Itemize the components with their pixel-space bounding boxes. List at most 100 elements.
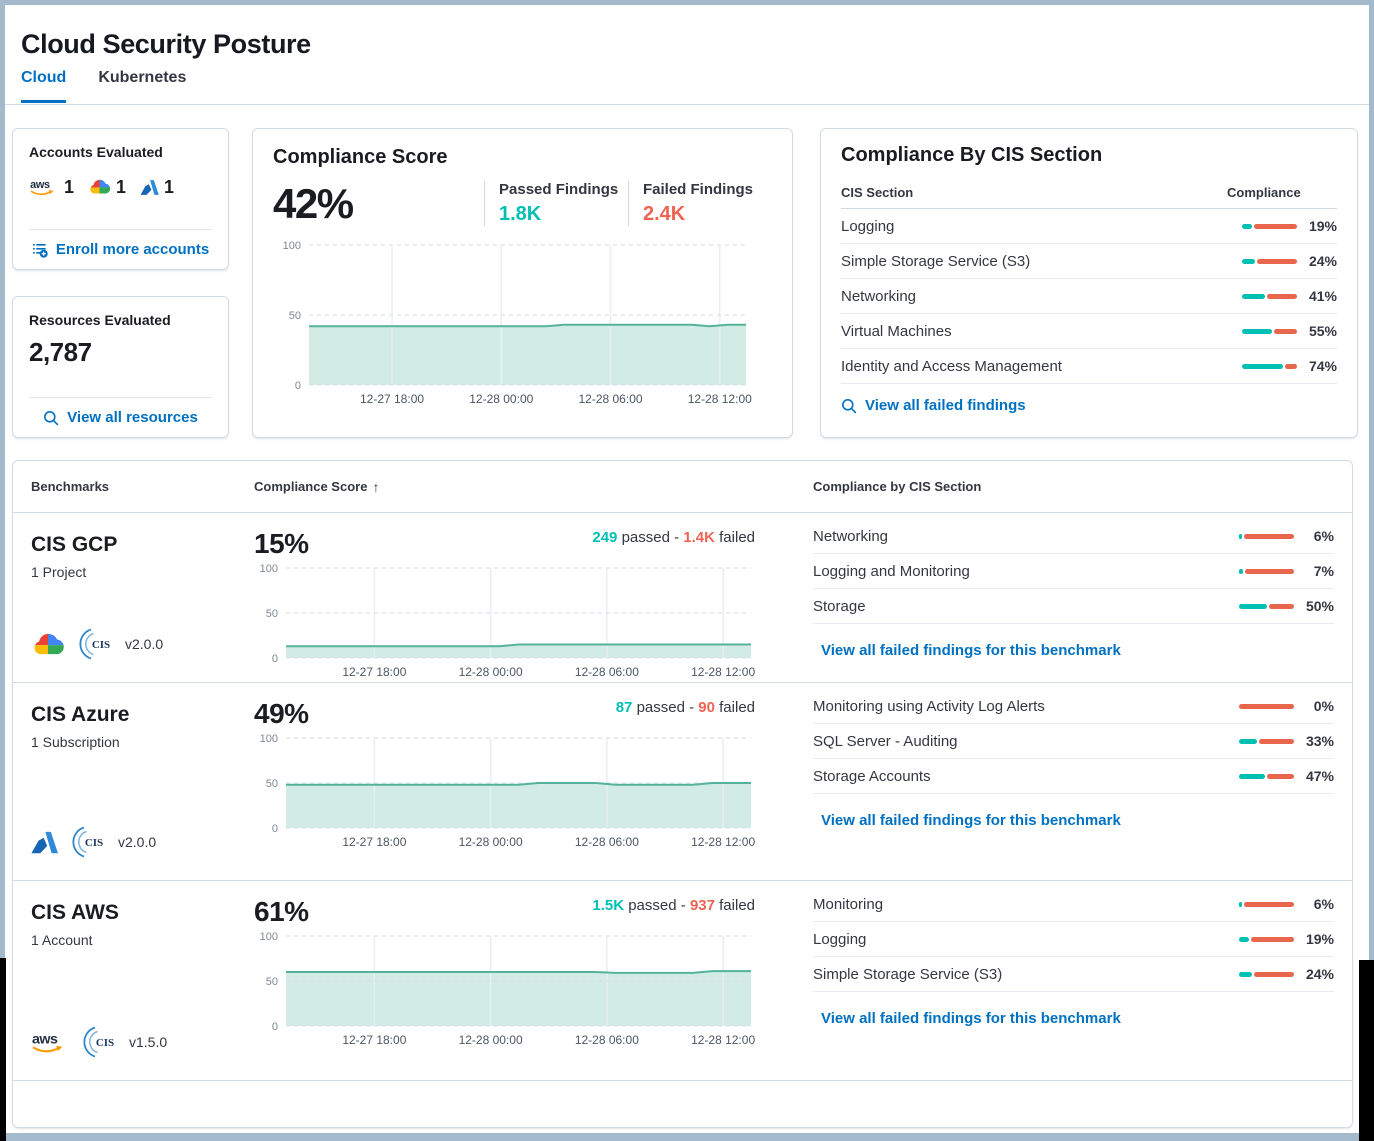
svg-text:12-27 18:00: 12-27 18:00 (342, 665, 406, 679)
benchmark-score-row: 49% 87 passed - 90 failed (254, 698, 813, 730)
benchmarks-table-header: Benchmarks Compliance Score ↑ Compliance… (13, 461, 1352, 513)
compliance-score-card: Compliance Score 42% Passed Findings 1.8… (252, 128, 793, 438)
enroll-more-accounts-link[interactable]: Enroll more accounts (32, 241, 209, 258)
benchmark-footer: View all failed findings for this benchm… (813, 637, 1334, 659)
compliance-percent: 0% (1313, 698, 1334, 714)
passed-word: passed (636, 699, 690, 716)
cis-section-row: Networking 41% (841, 279, 1337, 314)
compliance-percent: 41% (1308, 288, 1337, 304)
cis-section-row: Logging and Monitoring 7% (813, 554, 1334, 589)
aws-logo: aws (31, 1030, 69, 1055)
compliance-percent: 24% (1305, 966, 1334, 982)
svg-text:12-28 12:00: 12-28 12:00 (691, 1033, 755, 1047)
view-all-failed-findings-link[interactable]: View all failed findings (841, 397, 1026, 414)
provider-account-number: 1 (116, 176, 127, 197)
view-failed-findings-benchmark-label: View all failed findings for this benchm… (821, 641, 1121, 659)
cis-section-row: Simple Storage Service (S3) 24% (841, 244, 1337, 279)
cis-section-row: Storage 50% (813, 589, 1334, 624)
compliance-percent: 24% (1308, 253, 1337, 269)
view-failed-findings-benchmark-link[interactable]: View all failed findings for this benchm… (813, 642, 1121, 659)
tab-cloud[interactable]: Cloud (21, 69, 67, 103)
compliance-percent: 19% (1305, 931, 1334, 947)
benchmark-pass-fail: 1.5K passed - 937 failed (592, 897, 813, 914)
compliance-score-title: Compliance Score (273, 146, 448, 168)
passed-count: 249 (592, 529, 618, 546)
benchmark-sections-column: Monitoring 6% Logging 19% Simple Storage… (813, 881, 1352, 1080)
provider-account-count: aws 1 (29, 177, 74, 198)
cis-card-footer: View all failed findings (841, 397, 1337, 419)
failed-findings-label: Failed Findings (643, 181, 754, 198)
benchmark-footer: View all failed findings for this benchm… (813, 807, 1334, 829)
benchmark-logos: CIS v2.0.0 (31, 824, 156, 860)
enroll-accounts-icon (32, 242, 48, 258)
benchmark-section-rows: Networking 6% Logging and Monitoring 7% … (813, 519, 1334, 624)
view-failed-findings-benchmark-link[interactable]: View all failed findings for this benchm… (813, 812, 1121, 829)
passed-findings-value: 1.8K (499, 203, 542, 225)
benchmark-info: CIS Azure 1 Subscription CIS v2.0.0 (13, 683, 254, 880)
benchmark-scope: 1 Account (31, 932, 93, 948)
compliance-bar (1239, 936, 1294, 942)
svg-text:50: 50 (266, 976, 278, 988)
compliance-bar (1242, 328, 1297, 334)
benchmark-version: v2.0.0 (125, 636, 164, 652)
svg-text:12-28 00:00: 12-28 00:00 (459, 1033, 523, 1047)
cis-section-row: Monitoring using Activity Log Alerts 0% (813, 689, 1334, 724)
cis-section-name: Logging and Monitoring (813, 562, 970, 580)
cis-section-row: Simple Storage Service (S3) 24% (813, 957, 1334, 992)
provider-account-number: 1 (64, 176, 75, 197)
svg-text:12-27 18:00: 12-27 18:00 (360, 392, 424, 406)
cis-section-name: Networking (813, 527, 889, 545)
compliance-score-column-header[interactable]: Compliance Score ↑ (254, 479, 813, 495)
compliance-by-cis-section-card: Compliance By CIS Section CIS Section Co… (820, 128, 1358, 438)
separator: - (680, 897, 690, 914)
cis-section-name: Identity and Access Management (841, 357, 1062, 375)
cis-section-name: Logging (813, 930, 867, 948)
accounts-card-title: Accounts Evaluated (29, 144, 163, 160)
benchmark-score: 61% (254, 896, 309, 927)
cis-section-name: Storage Accounts (813, 767, 931, 785)
view-failed-findings-benchmark-link[interactable]: View all failed findings for this benchm… (813, 1010, 1121, 1027)
compliance-bar (1242, 363, 1297, 369)
failed-count: 937 (689, 897, 715, 914)
cis-section-name: Monitoring (813, 895, 884, 913)
view-all-failed-findings-label: View all failed findings (865, 397, 1026, 414)
svg-text:100: 100 (260, 932, 278, 943)
cis-logo: CIS (70, 824, 106, 860)
cis-section-row: Logging 19% (841, 209, 1337, 244)
failed-findings-block: Failed Findings 2.4K (628, 181, 772, 226)
svg-text:0: 0 (272, 823, 278, 835)
benchmark-name: CIS AWS (31, 901, 119, 924)
gcp-logo (31, 631, 65, 658)
tab-bar: Cloud Kubernetes (21, 69, 186, 103)
cis-section-name: Virtual Machines (841, 322, 952, 340)
resources-evaluated-card: Resources Evaluated 2,787 View all resou… (12, 296, 229, 438)
svg-text:100: 100 (283, 241, 301, 252)
view-failed-findings-benchmark-label: View all failed findings for this benchm… (821, 811, 1121, 829)
cis-section-row: Networking 6% (813, 519, 1334, 554)
cis-section-name: Simple Storage Service (S3) (841, 252, 1031, 270)
provider-account-count: 1 (140, 177, 174, 198)
svg-text:100: 100 (260, 564, 278, 575)
page-title: Cloud Security Posture (21, 29, 311, 60)
cis-section-row: Logging 19% (813, 922, 1334, 957)
benchmark-scope: 1 Project (31, 564, 87, 580)
benchmark-scope: 1 Subscription (31, 734, 120, 750)
benchmark-name: CIS Azure (31, 703, 130, 726)
benchmark-row: CIS AWS 1 Account aws CIS v1.5.0 61% 1.5… (13, 881, 1352, 1081)
svg-text:aws: aws (32, 1031, 58, 1047)
cis-section-name: SQL Server - Auditing (813, 732, 958, 750)
cis-section-row: Virtual Machines 55% (841, 314, 1337, 349)
tab-kubernetes[interactable]: Kubernetes (98, 69, 187, 86)
separator: - (674, 529, 684, 546)
view-all-resources-link[interactable]: View all resources (43, 409, 198, 426)
svg-text:100: 100 (260, 734, 278, 745)
compliance-bar (1239, 568, 1294, 574)
cis-table-header: CIS Section Compliance (841, 176, 1337, 209)
svg-text:12-28 06:00: 12-28 06:00 (575, 1033, 639, 1047)
resources-card-footer: View all resources (29, 397, 212, 426)
passed-findings-block: Passed Findings 1.8K (484, 181, 628, 226)
compliance-bar (1239, 603, 1294, 609)
screen-letterbox-left (0, 958, 6, 1141)
benchmark-footer: View all failed findings for this benchm… (813, 1005, 1334, 1027)
